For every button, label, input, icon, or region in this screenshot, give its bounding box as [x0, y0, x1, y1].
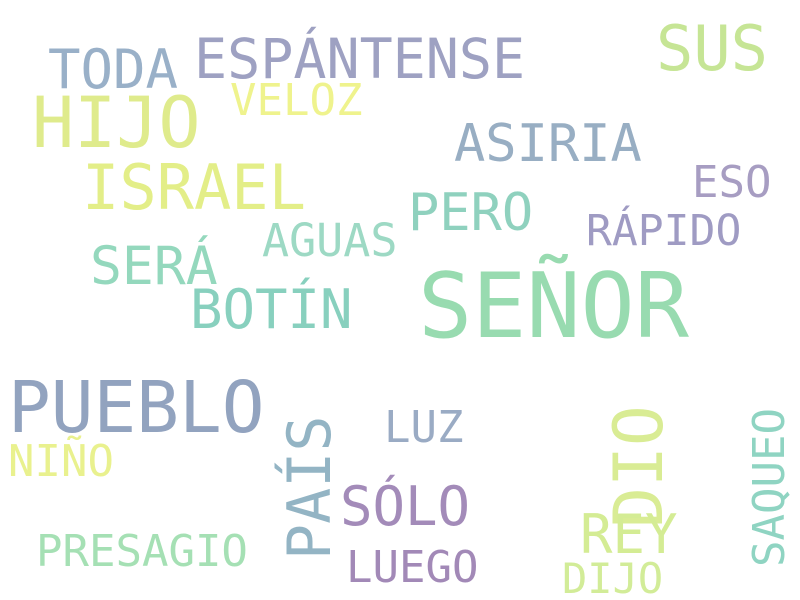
- word-rey: REY: [580, 503, 678, 566]
- word-solo: SÓLO: [340, 475, 471, 538]
- word-botin: BOTÍN: [190, 278, 353, 341]
- word-israel: ISRAEL: [82, 151, 306, 224]
- word-senor: SEÑOR: [418, 254, 689, 359]
- word-dijo: DIJO: [562, 554, 664, 600]
- word-veloz: VELOZ: [230, 75, 363, 126]
- word-rapido: RÁPIDO: [586, 206, 742, 256]
- word-hijo: HIJO: [32, 82, 201, 164]
- word-luego: LUEGO: [346, 542, 479, 593]
- word-nino: NIÑO: [8, 436, 114, 487]
- word-sus: SUS: [656, 12, 768, 85]
- word-asiria: ASIRIA: [454, 114, 642, 174]
- word-espantense: ESPÁNTENSE: [194, 27, 526, 91]
- word-pais: PAÍS: [275, 415, 345, 561]
- word-pero: PERO: [408, 183, 534, 243]
- word-luz: LUZ: [384, 402, 464, 453]
- word-presagio: PRESAGIO: [36, 526, 248, 577]
- word-eso: ESO: [692, 157, 772, 208]
- word-saqueo: SAQUEO: [744, 408, 795, 567]
- word-aguas: AGUAS: [262, 214, 398, 267]
- word-pueblo: PUEBLO: [8, 366, 265, 449]
- word-toda: TODA: [48, 38, 179, 101]
- word-sera: SERÁ: [90, 236, 218, 297]
